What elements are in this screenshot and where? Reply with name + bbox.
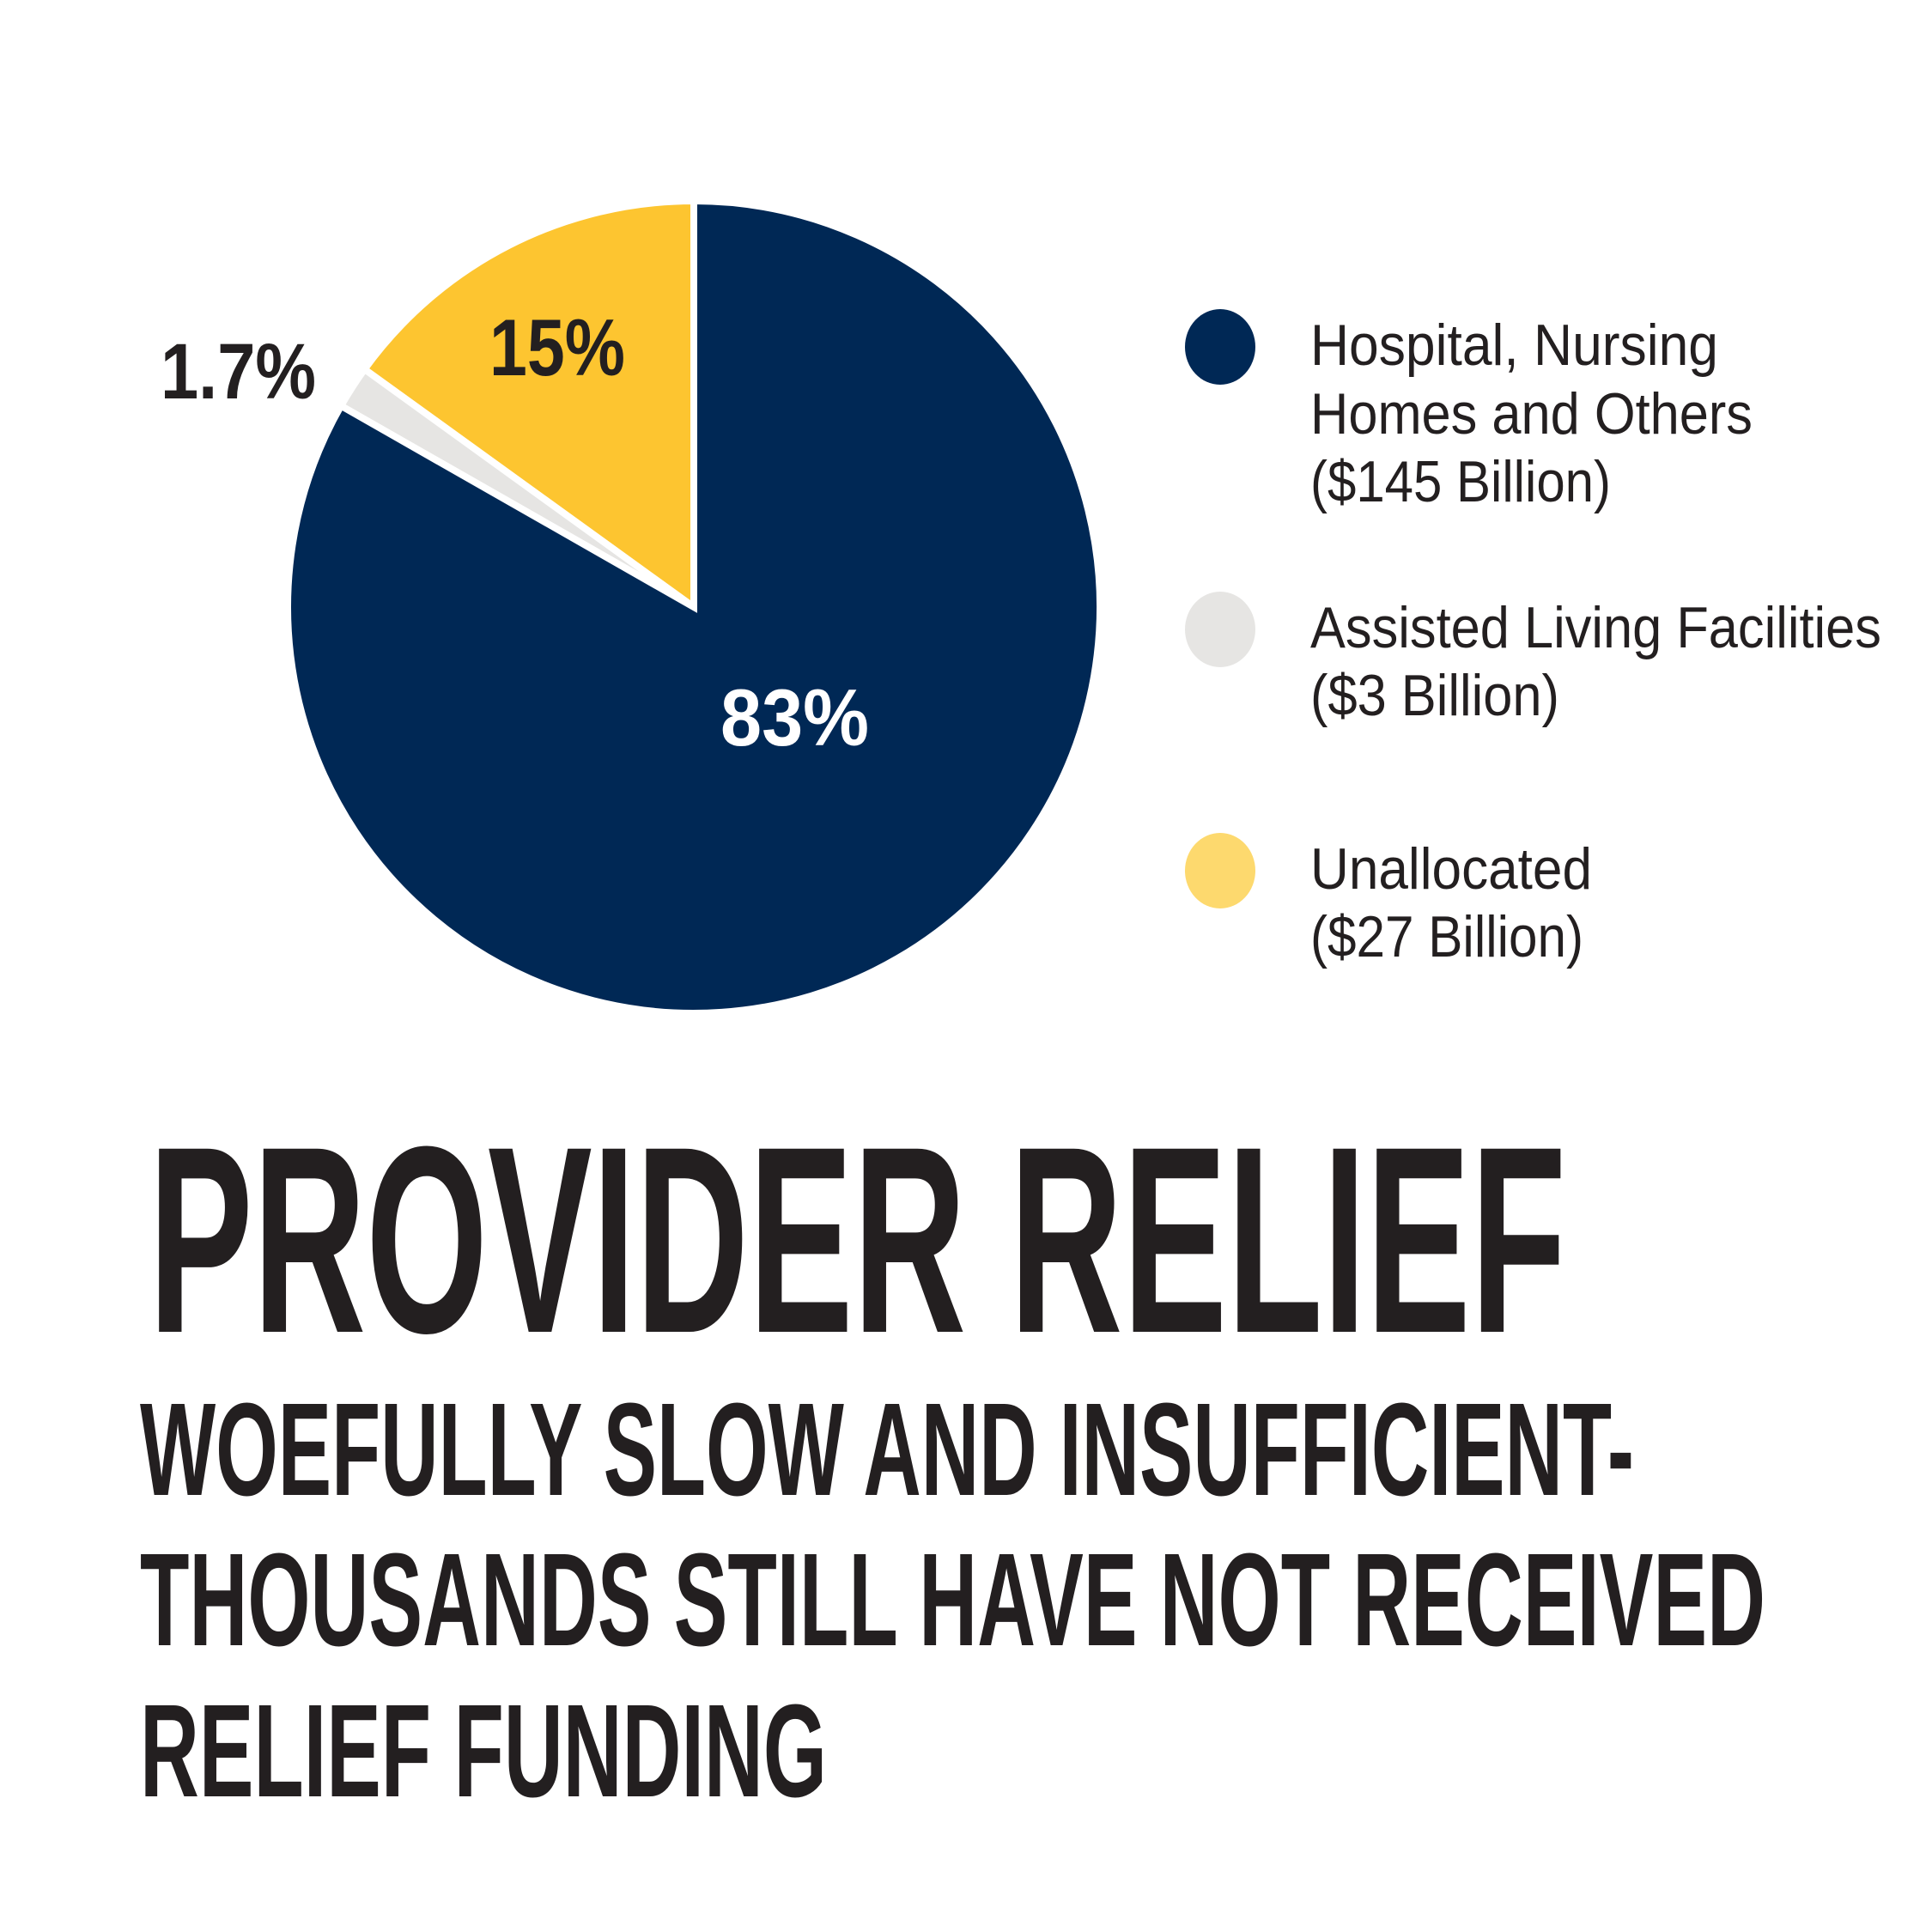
legend-swatch-hospital — [1185, 309, 1255, 385]
legend-text: Hospital, Nursing — [1310, 313, 1718, 378]
legend-item-unallocated: Unallocated ($27 Billion) — [1185, 833, 1592, 969]
page-title: PROVIDER RELIEF — [149, 1091, 1566, 1388]
label-assisted-living: 1.7% — [161, 328, 316, 416]
label-unallocated: 15% — [489, 302, 625, 392]
legend: Hospital, Nursing Homes and Others ($145… — [1185, 309, 1881, 969]
pie-labels: 1.7% 15% 83% — [161, 302, 869, 762]
subtitle-line: RELIEF FUNDING — [140, 1677, 827, 1825]
pie-slice-hospital-nursing-homes-and-others — [284, 197, 1103, 1017]
legend-item-assisted-living: Assisted Living Facilities ($3 Billion) — [1185, 592, 1881, 728]
legend-text: ($27 Billion) — [1310, 904, 1583, 969]
legend-text: Assisted Living Facilities — [1310, 595, 1881, 660]
legend-swatch-assisted-living — [1185, 592, 1255, 667]
legend-text: ($3 Billion) — [1310, 663, 1559, 728]
label-hospital: 83% — [720, 672, 869, 762]
legend-swatch-unallocated — [1185, 833, 1255, 908]
legend-item-hospital: Hospital, Nursing Homes and Others ($145… — [1185, 309, 1753, 514]
pie-chart — [284, 197, 1103, 1017]
legend-text: ($145 Billion) — [1310, 449, 1611, 514]
legend-text: Homes and Others — [1310, 381, 1753, 447]
legend-text: Unallocated — [1310, 836, 1592, 902]
subtitle-line: THOUSANDS STILL HAVE NOT RECEIVED — [140, 1526, 1765, 1674]
subtitle-line: WOEFULLY SLOW AND INSUFFICIENT- — [140, 1376, 1634, 1523]
pie-slice-unallocated — [359, 197, 697, 614]
